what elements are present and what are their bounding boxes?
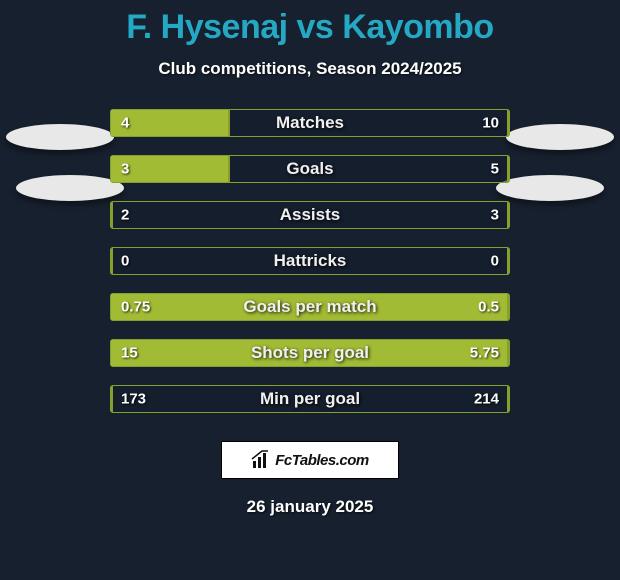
stat-row: 0.750.5Goals per match xyxy=(110,293,510,321)
stat-bar-right xyxy=(507,156,509,182)
stat-label: Assists xyxy=(111,205,509,225)
stat-label: Hattricks xyxy=(111,251,509,271)
stat-value-right: 0 xyxy=(491,253,499,270)
stat-bar-left xyxy=(111,248,113,274)
subtitle: Club competitions, Season 2024/2025 xyxy=(0,59,620,79)
stat-bar-right xyxy=(507,202,509,228)
stat-bar-left xyxy=(111,202,113,228)
chart-icon xyxy=(251,450,271,470)
stat-value-right: 214 xyxy=(474,391,499,408)
stat-value-left: 4 xyxy=(121,115,129,132)
decor-ellipse-right-1 xyxy=(506,124,614,150)
stat-value-left: 3 xyxy=(121,161,129,178)
footer-date: 26 january 2025 xyxy=(0,497,620,517)
stat-value-right: 0.5 xyxy=(478,299,499,316)
stat-value-right: 3 xyxy=(491,207,499,224)
stat-bar-right xyxy=(507,294,509,320)
stat-value-right: 10 xyxy=(482,115,499,132)
stat-value-right: 5 xyxy=(491,161,499,178)
decor-ellipse-left-1 xyxy=(6,124,114,150)
stat-bar-left xyxy=(111,294,509,320)
stat-row: 35Goals xyxy=(110,155,510,183)
stat-row: 155.75Shots per goal xyxy=(110,339,510,367)
stat-value-left: 15 xyxy=(121,345,138,362)
footer-brand-box: FcTables.com xyxy=(221,441,399,479)
stat-row: 173 214Min per goal xyxy=(110,385,510,413)
stat-value-right: 5.75 xyxy=(470,345,499,362)
stat-bar-right xyxy=(507,386,509,412)
stat-value-left: 173 xyxy=(121,391,146,408)
stat-bar-left xyxy=(111,340,509,366)
stat-bar-left xyxy=(111,386,113,412)
page-title: F. Hysenaj vs Kayombo xyxy=(0,0,620,47)
stat-row: 410Matches xyxy=(110,109,510,137)
stat-bar-right xyxy=(507,248,509,274)
stat-bar-right xyxy=(507,110,509,136)
decor-ellipse-left-2 xyxy=(16,175,124,201)
stat-value-left: 0.75 xyxy=(121,299,150,316)
stat-value-left: 2 xyxy=(121,207,129,224)
footer-brand-text: FcTables.com xyxy=(275,452,368,469)
decor-ellipse-right-2 xyxy=(496,175,604,201)
stat-row: 0 0Hattricks xyxy=(110,247,510,275)
stat-label: Min per goal xyxy=(111,389,509,409)
stats-container: 410Matches35Goals23Assists00Hattricks0.7… xyxy=(110,109,510,413)
stat-bar-right xyxy=(507,340,509,366)
stat-row: 2 3Assists xyxy=(110,201,510,229)
stat-value-left: 0 xyxy=(121,253,129,270)
